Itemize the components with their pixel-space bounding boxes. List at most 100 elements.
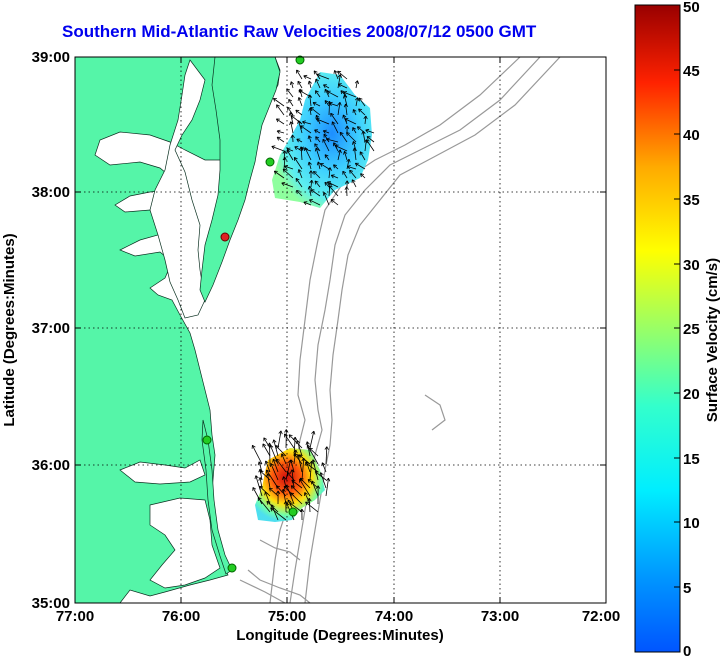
velocity-arrow-head: [297, 169, 300, 173]
velocity-arrow: [265, 460, 271, 473]
velocity-arrow: [365, 139, 375, 152]
velocity-arrow-head: [309, 185, 313, 190]
velocity-arrow: [295, 109, 303, 116]
velocity-arrow: [323, 130, 330, 134]
velocity-arrow-head: [309, 199, 312, 203]
velocity-arrow: [358, 97, 366, 107]
velocity-arrow-head: [316, 74, 320, 78]
velocity-arrow: [291, 479, 303, 489]
y-tick-label: 37:00: [32, 320, 70, 337]
velocity-arrow: [310, 189, 321, 197]
velocity-arrow-head: [337, 70, 342, 73]
velocity-arrow-head: [290, 492, 292, 497]
velocity-arrow-head: [300, 477, 304, 480]
velocity-arrow-head: [320, 472, 324, 476]
velocity-arrow: [362, 130, 366, 143]
velocity-arrow: [309, 186, 312, 197]
velocity-arrow-head: [289, 81, 292, 86]
velocity-arrow-head: [294, 453, 298, 456]
velocity-arrow-head: [299, 478, 303, 482]
velocity-arrow: [342, 170, 348, 179]
velocity-arrow: [349, 169, 357, 179]
velocity-arrow: [339, 131, 348, 143]
velocity-arrow-head: [360, 173, 365, 175]
velocity-arrow-head: [276, 130, 280, 134]
velocity-arrow-head: [281, 453, 285, 457]
velocity-arrow: [283, 476, 287, 489]
velocity-arrow-head: [307, 135, 310, 140]
velocity-arrow: [259, 477, 263, 489]
velocity-arrow-head: [310, 189, 313, 194]
x-tick-labels: 77:00 76:00 75:00 74:00 73:00 72:00: [56, 608, 620, 625]
velocity-arrow-head: [316, 73, 321, 75]
velocity-arrow: [269, 442, 271, 465]
colorbar-tick-label: 40: [683, 127, 700, 144]
velocity-arrow-head: [311, 459, 314, 464]
velocity-arrow: [298, 97, 303, 107]
velocity-arrow-head: [281, 181, 286, 184]
velocity-arrow-head: [258, 477, 261, 481]
velocity-arrow-head: [322, 130, 326, 134]
x-tick-label: 75:00: [268, 608, 306, 625]
velocity-arrow-head: [265, 491, 269, 495]
velocity-arrow-head: [284, 150, 287, 155]
velocity-arrow-head: [315, 118, 319, 122]
velocity-arrow-head: [321, 462, 323, 467]
velocity-arrow: [309, 447, 319, 457]
velocity-arrow: [313, 171, 321, 179]
velocity-arrow-head: [272, 459, 274, 463]
velocity-arrow-head: [286, 472, 289, 477]
colorbar-ticks: [674, 69, 680, 588]
velocity-arrow: [290, 485, 303, 497]
velocity-arrow-head: [288, 112, 291, 116]
velocity-arrow: [325, 446, 328, 465]
velocity-arrow-head: [353, 141, 357, 145]
velocity-arrow-head: [307, 94, 311, 99]
velocity-arrow-head: [352, 127, 356, 130]
velocity-arrow-head: [282, 169, 285, 173]
velocity-arrow-head: [276, 485, 278, 490]
velocity-arrow: [302, 121, 312, 125]
colorbar-tick-label: 15: [683, 451, 700, 468]
velocity-arrow-head: [266, 469, 270, 472]
velocity-arrow-head: [257, 497, 262, 500]
velocity-arrow: [338, 83, 348, 89]
velocity-arrow-head: [289, 502, 292, 507]
velocity-arrow-head: [259, 485, 264, 488]
velocity-arrow-head: [296, 69, 300, 73]
velocity-arrow-head: [326, 137, 330, 140]
velocity-arrow-head: [290, 485, 293, 490]
velocity-arrow-head: [328, 185, 333, 188]
velocity-arrow-head: [295, 449, 298, 454]
colorbar-tick-label: 5: [683, 580, 691, 597]
velocity-arrow-head: [299, 454, 303, 456]
velocity-arrow-head: [291, 479, 294, 484]
velocity-arrow-head: [323, 129, 327, 132]
velocity-arrow: [328, 185, 339, 197]
velocity-arrow: [299, 478, 311, 497]
velocity-arrow-head: [349, 169, 354, 172]
velocity-arrow-head: [281, 488, 284, 493]
velocity-arrow-head: [303, 201, 307, 206]
velocity-arrow-head: [282, 150, 286, 154]
velocity-arrow: [312, 102, 321, 107]
velocity-arrow-head: [315, 115, 317, 119]
velocity-arrow-head: [330, 175, 334, 179]
velocity-arrow-head: [352, 141, 354, 145]
chesapeake-bay: [149, 59, 206, 319]
velocity-arrow: [284, 165, 294, 170]
velocity-arrow-head: [269, 487, 273, 490]
velocity-arrow-head: [258, 461, 262, 465]
velocity-arrow-head: [301, 508, 305, 513]
velocity-arrow: [346, 159, 350, 170]
velocity-vectors: [251, 69, 375, 521]
map-area: [75, 57, 606, 603]
velocity-arrow-head: [324, 88, 329, 92]
velocity-arrow-head: [314, 143, 319, 146]
velocity-arrow: [308, 80, 312, 89]
velocity-arrow-head: [328, 185, 331, 190]
velocity-arrow: [337, 70, 348, 80]
velocity-arrow-head: [284, 157, 287, 161]
velocity-arrow-head: [275, 490, 279, 495]
velocity-arrow: [323, 192, 330, 206]
